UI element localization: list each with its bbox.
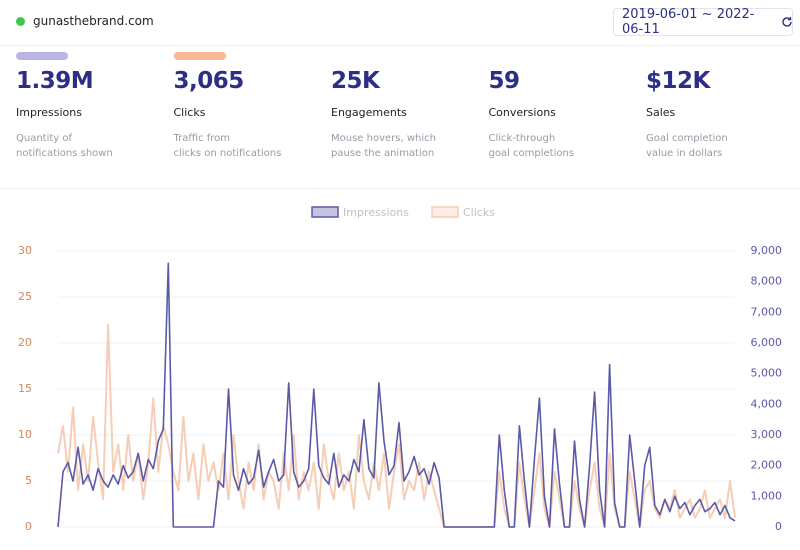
metric-description: Traffic from clicks on notifications bbox=[174, 131, 324, 161]
y2-tick-label: 1,000 bbox=[751, 489, 783, 502]
date-range[interactable]: 2019-06-01 ~ 2022-06-11 bbox=[613, 7, 793, 37]
metric: 59 Conversions Click-through goal completio… bbox=[489, 52, 639, 161]
metric-bar bbox=[646, 52, 698, 60]
metric-label: Clicks bbox=[173, 106, 206, 119]
y-tick-label: 20 bbox=[18, 336, 32, 349]
metric-value: 59 bbox=[488, 68, 521, 94]
description-line: Mouse hovers, which bbox=[331, 133, 436, 144]
metric: 1.39M Impressions Quantity of notifications… bbox=[16, 52, 166, 161]
y2-tick-label: 6,000 bbox=[751, 336, 783, 349]
site-name: gunasthebrand.com bbox=[33, 14, 154, 28]
metric-label: Sales bbox=[646, 106, 676, 119]
description-line: notifications shown bbox=[16, 148, 113, 159]
metric-label: Impressions bbox=[16, 106, 82, 119]
chart: 0 5 10 15 20 25 30 0 1,000 2,000 3,000 4,000 5,000 6,… bbox=[18, 206, 783, 533]
metric-bar bbox=[173, 52, 226, 60]
legend-label: Clicks bbox=[463, 206, 495, 219]
y-tick-label: 0 bbox=[25, 520, 32, 533]
description-line: Click-through bbox=[488, 133, 556, 144]
metric-label: Engagements bbox=[331, 106, 407, 119]
description-line: value in dollars bbox=[646, 148, 723, 159]
y2-tick-label: 4,000 bbox=[751, 397, 783, 410]
metric-label: Conversions bbox=[488, 106, 556, 119]
metric-value: 1.39M bbox=[16, 68, 94, 94]
y2-tick-label: 8,000 bbox=[751, 275, 783, 288]
y-tick-label: 25 bbox=[18, 290, 32, 303]
series-line bbox=[57, 323, 736, 528]
legend-swatch bbox=[431, 206, 459, 218]
metric-value: $12K bbox=[646, 68, 710, 94]
description-line: Goal completion bbox=[646, 133, 728, 144]
metric-description: Goal completion value in dollars bbox=[646, 131, 796, 161]
metric: 3,065 Clicks Traffic from clicks on notific… bbox=[173, 52, 324, 161]
metric: $12K Sales Goal completion value in dollars bbox=[646, 52, 796, 161]
y2-tick-label: 0 bbox=[775, 520, 782, 533]
y-tick-label: 5 bbox=[25, 474, 32, 487]
metric-value: 3,065 bbox=[173, 68, 245, 94]
y2-tick-label: 3,000 bbox=[751, 428, 783, 441]
legend-label: Impressions bbox=[343, 206, 409, 219]
metric-description: Quantity of notifications shown bbox=[16, 131, 166, 161]
description-line: goal completions bbox=[488, 148, 575, 159]
legend-swatch bbox=[311, 206, 339, 218]
divider bbox=[0, 188, 800, 189]
y2-tick-label: 2,000 bbox=[751, 459, 783, 472]
metric-bar bbox=[16, 52, 68, 60]
description-line: clicks on notifications bbox=[173, 148, 282, 159]
description-line: pause the animation bbox=[331, 148, 435, 159]
metric: 25K Engagements Mouse hovers, which pause t… bbox=[331, 52, 481, 161]
divider bbox=[0, 45, 800, 46]
metric-value: 25K bbox=[331, 68, 380, 94]
refresh-icon[interactable] bbox=[780, 15, 792, 29]
description-line: Quantity of bbox=[16, 133, 73, 144]
metric-bar bbox=[489, 52, 541, 60]
y-tick-label: 15 bbox=[18, 382, 32, 395]
date-range-text: 2019-06-01 ~ 2022-06-11 bbox=[622, 7, 755, 37]
status-dot bbox=[16, 16, 25, 26]
metric-description: Click-through goal completions bbox=[489, 131, 639, 161]
site: gunasthebrand.com bbox=[16, 14, 154, 28]
y2-tick-label: 9,000 bbox=[751, 244, 783, 257]
series-line bbox=[57, 262, 736, 528]
y2-tick-label: 5,000 bbox=[751, 367, 783, 380]
y-tick-label: 10 bbox=[18, 428, 32, 441]
metric-bar bbox=[331, 52, 383, 60]
description-line: Traffic from bbox=[173, 133, 231, 144]
y-tick-label: 30 bbox=[18, 244, 32, 257]
metric-description: Mouse hovers, which pause the animation bbox=[331, 131, 481, 161]
y2-tick-label: 7,000 bbox=[751, 305, 783, 318]
